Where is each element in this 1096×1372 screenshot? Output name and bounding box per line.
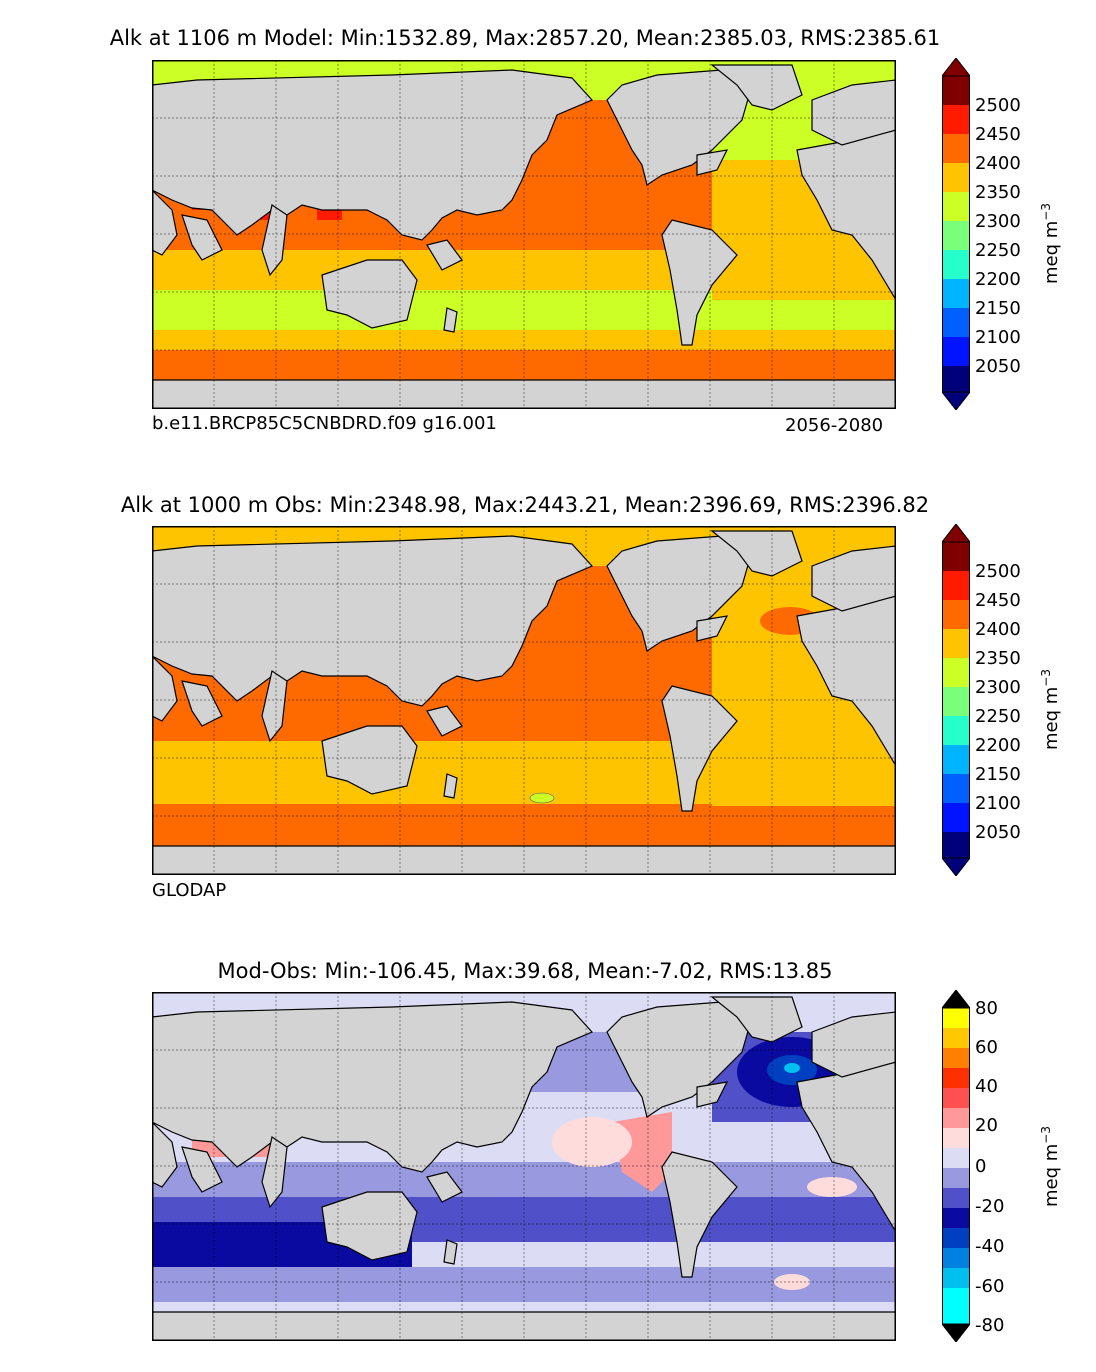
- colorbar-tick: 2400: [975, 619, 1021, 640]
- panel-1-map: [152, 60, 896, 409]
- colorbar-tick: 2100: [975, 327, 1021, 348]
- colorbar-tick: 2350: [975, 182, 1021, 203]
- colorbar-tick: 2450: [975, 590, 1021, 611]
- panel-1-colorbar: [940, 57, 972, 411]
- panel-3-colorbar: [940, 989, 972, 1343]
- colorbar-tick: 2500: [975, 95, 1021, 116]
- panel-2-colorbar: [940, 523, 972, 877]
- colorbar-tick: -40: [975, 1236, 1005, 1257]
- colorbar-tick: 80: [975, 998, 998, 1019]
- colorbar-tick: 0: [975, 1156, 987, 1177]
- colorbar-tick: 40: [975, 1076, 998, 1097]
- panel-3-map: [152, 992, 896, 1341]
- panel-3-title: Mod-Obs: Min:-106.45, Max:39.68, Mean:-7…: [217, 959, 833, 983]
- colorbar-tick: 2450: [975, 124, 1021, 145]
- colorbar-tick: 2300: [975, 211, 1021, 232]
- panel-2-colorbar-unit: meq m−3: [1039, 669, 1062, 750]
- panel-1-caption-right: 2056-2080: [785, 415, 884, 436]
- colorbar-tick: -20: [975, 1196, 1005, 1217]
- colorbar-tick: 2050: [975, 822, 1021, 843]
- panel-2-title: Alk at 1000 m Obs: Min:2348.98, Max:2443…: [120, 493, 930, 517]
- colorbar-tick: 20: [975, 1115, 998, 1136]
- colorbar-tick: 2100: [975, 793, 1021, 814]
- colorbar-tick: 2250: [975, 706, 1021, 727]
- colorbar-tick: -60: [975, 1276, 1005, 1297]
- colorbar-tick: 2050: [975, 356, 1021, 377]
- colorbar-tick: 2150: [975, 298, 1021, 319]
- colorbar-tick: 2300: [975, 677, 1021, 698]
- colorbar-tick: 2250: [975, 240, 1021, 261]
- colorbar-tick: 2200: [975, 735, 1021, 756]
- panel-1-colorbar-unit: meq m−3: [1039, 203, 1062, 284]
- colorbar-tick: -80: [975, 1315, 1005, 1336]
- panel-2-caption-left: GLODAP: [152, 880, 227, 901]
- panel-2-map: [152, 526, 896, 875]
- colorbar-tick: 2150: [975, 764, 1021, 785]
- colorbar-tick: 2500: [975, 561, 1021, 582]
- panel-1-title: Alk at 1106 m Model: Min:1532.89, Max:28…: [109, 26, 941, 50]
- colorbar-tick: 2350: [975, 648, 1021, 669]
- colorbar-tick: 60: [975, 1037, 998, 1058]
- panel-3-colorbar-unit: meq m−3: [1039, 1126, 1062, 1207]
- colorbar-tick: 2200: [975, 269, 1021, 290]
- panel-1-caption-left: b.e11.BRCP85C5CNBDRD.f09 g16.001: [152, 413, 497, 434]
- colorbar-tick: 2400: [975, 153, 1021, 174]
